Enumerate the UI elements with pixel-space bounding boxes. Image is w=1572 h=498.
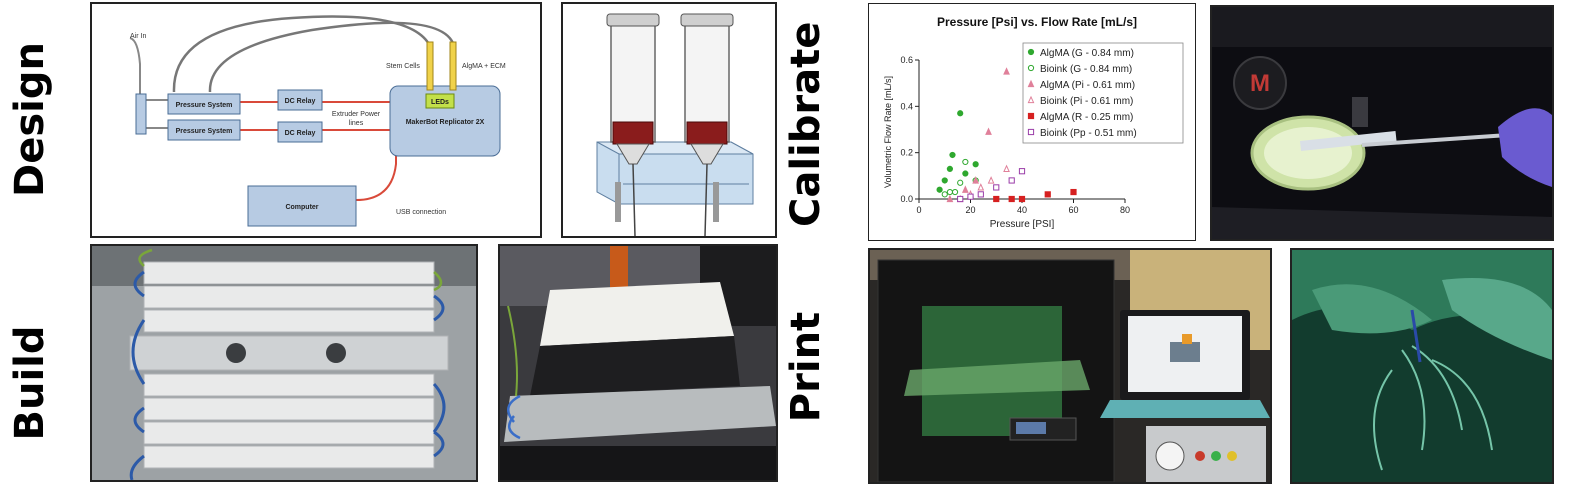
svg-text:M: M [1250, 70, 1270, 97]
gel-disc-photo: M [1212, 7, 1552, 239]
led-mount-photo [500, 246, 776, 480]
chart-legend-entry: AlgMA (Pi - 0.61 mm) [1040, 80, 1135, 91]
chart-point-series-3 [946, 194, 954, 203]
usb-connection-label: USB connection [396, 209, 446, 216]
dc-relay-1-label: DC Relay [285, 98, 316, 105]
chart-legend-marker [1027, 64, 1035, 72]
chart-point-series-1 [949, 151, 956, 159]
system-schematic-panel: Air In Pressure System Pressure System D… [90, 2, 542, 238]
chart-x-tick-label: 80 [1120, 205, 1130, 215]
chart-point-series-2 [957, 179, 964, 186]
leds-label: LEDs [431, 99, 449, 106]
chart-point-series-5 [1070, 188, 1077, 196]
printer-setup-photo-panel [868, 248, 1272, 484]
syringe-cad-render [596, 13, 754, 236]
chart-y-axis-label: Volumetric Flow Rate [mL/s] [883, 76, 893, 188]
led-board [504, 386, 776, 442]
chart-point-series-3 [972, 176, 980, 184]
dc-relay-2-label: DC Relay [285, 130, 316, 137]
chart-point-series-4 [987, 176, 995, 184]
chart-x-tick-label: 20 [965, 205, 975, 215]
extruder-power-label: Extruder Power [332, 111, 381, 118]
chart-x-tick-label: 0 [916, 205, 921, 215]
chart-x-tick-label: 60 [1068, 205, 1078, 215]
flow-rate-scatter-chart: Pressure [Psi] vs. Flow Rate [mL/s] 0 20 4… [883, 15, 1184, 230]
gloved-hand [1498, 108, 1552, 187]
printing-closeup-photo-panel [1290, 248, 1554, 484]
algma-ecm-label: AlgMA + ECM [462, 63, 506, 70]
chart-point-series-4 [1003, 164, 1010, 172]
air-in-label: Air In [130, 33, 146, 40]
chart-legend-marker [1027, 112, 1035, 120]
printing-closeup-photo [1292, 250, 1552, 482]
section-label-design: Design [7, 42, 53, 197]
chart-point-series-3 [961, 185, 969, 193]
chart-legend-marker [1027, 95, 1035, 104]
section-label-build: Build [7, 325, 53, 441]
chart-legend-box [1022, 42, 1184, 144]
chart-point-series-6 [1008, 177, 1015, 184]
chart-point-series-1 [972, 161, 979, 168]
led-array-photo-panel [90, 244, 478, 482]
chart-point-series-6 [993, 184, 1000, 191]
chart-point-series-1 [962, 170, 969, 177]
chart-point-series-2 [941, 191, 948, 198]
chart-point-series-5 [1044, 191, 1051, 198]
stem-cells-label: Stem Cells [386, 63, 420, 70]
chart-point-series-1 [957, 110, 964, 117]
system-schematic: Air In Pressure System Pressure System D… [129, 15, 506, 227]
chart-legend-entry: Bioink (G - 0.84 mm) [1040, 64, 1132, 75]
makerbot-label: MakerBot Replicator 2X [406, 119, 485, 126]
pressure-system-1-label: Pressure System [176, 102, 233, 109]
chart-point-series-1 [936, 186, 943, 193]
chart-point-series-6 [957, 195, 964, 203]
chart-point-series-3 [985, 127, 992, 135]
chart-point-series-1 [946, 165, 954, 172]
chart-point-series-1 [941, 177, 948, 184]
chart-legend-entry: AlgMA (G - 0.84 mm) [1040, 48, 1134, 59]
chart-legend-marker [1027, 48, 1035, 56]
section-label-calibrate: Calibrate [783, 21, 829, 227]
computer-label: Computer [285, 204, 318, 211]
gel-disc-photo-panel: M [1210, 5, 1554, 241]
chart-legend-entry: AlgMA (R - 0.25 mm) [1040, 112, 1133, 123]
chart-point-series-4 [977, 183, 985, 191]
chart-point-series-6 [1018, 168, 1026, 175]
chart-legend-marker [1027, 79, 1035, 88]
flow-rate-chart-panel: Pressure [Psi] vs. Flow Rate [mL/s] 0 20 4… [868, 3, 1196, 241]
white-mount-block [540, 282, 734, 346]
led-mount-photo-panel [498, 244, 778, 482]
printed-construct [1373, 345, 1493, 471]
printer-setup-photo [870, 250, 1270, 482]
led-array-photo [92, 246, 476, 480]
chart-point-series-6 [967, 193, 974, 200]
chart-point-series-2 [962, 158, 969, 166]
chart-legend-entry: Bioink (Pi - 0.61 mm) [1040, 96, 1133, 107]
chart-y-tick-label: 0.4 [900, 101, 913, 111]
extruder-power-label-2: lines [349, 120, 364, 127]
chart-legend-marker [1027, 128, 1035, 136]
chart-point-series-2 [951, 188, 959, 196]
chart-y-tick-label: 0.2 [900, 148, 913, 158]
pressure-system-2-label: Pressure System [176, 128, 233, 135]
chart-y-tick-label: 0.6 [900, 55, 913, 65]
chart-point-series-5 [1008, 195, 1015, 203]
section-label-print: Print [783, 311, 829, 423]
chart-point-series-5 [1018, 195, 1026, 203]
chart-x-tick-label: 40 [1017, 205, 1027, 215]
chart-point-series-3 [1003, 67, 1010, 75]
syringe-cad-panel [561, 2, 777, 238]
chart-point-series-6 [977, 191, 984, 198]
chart-point-series-5 [993, 195, 1000, 203]
chart-legend-entry: Bioink (Pp - 0.51 mm) [1040, 128, 1137, 139]
chart-x-axis-label: Pressure [PSI] [990, 219, 1055, 230]
chart-y-tick-label: 0.0 [900, 194, 913, 204]
chart-title: Pressure [Psi] vs. Flow Rate [mL/s] [937, 15, 1137, 29]
chart-point-series-2 [946, 188, 954, 196]
makerbot-logo-icon [1233, 56, 1287, 110]
